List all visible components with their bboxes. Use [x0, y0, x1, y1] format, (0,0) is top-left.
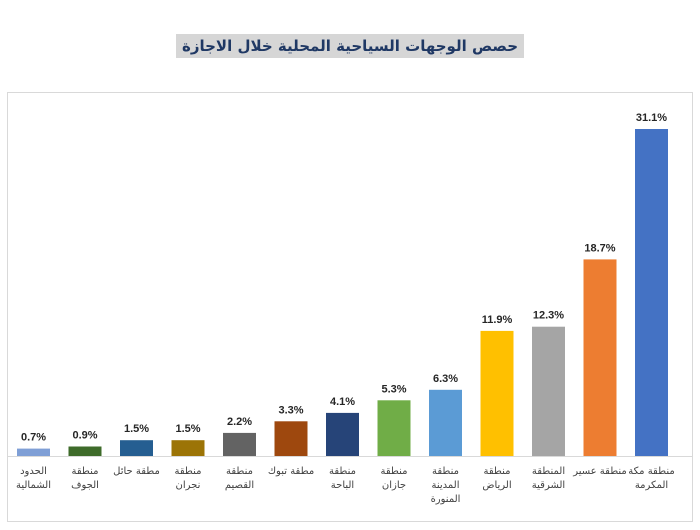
data-label: 31.1%	[636, 112, 667, 124]
category-label: الحدود الشمالية	[16, 466, 51, 491]
category-label: منطقة المدينة المنورة	[431, 466, 461, 505]
plot-area	[7, 92, 693, 522]
category-label-line: مطقة تبوك	[268, 466, 314, 477]
bar	[532, 326, 565, 456]
bar	[480, 330, 514, 456]
data-label: 4.1%	[330, 396, 355, 408]
data-label: 1.5%	[124, 423, 149, 435]
bar	[274, 421, 308, 456]
category-label-line: المنطقة	[532, 466, 565, 477]
category-label: مطقة تبوك	[268, 466, 314, 477]
bar	[68, 446, 102, 456]
category-label-line: الشرقية	[532, 480, 565, 491]
category-label: منطقة مكة المكرمة	[628, 466, 674, 491]
category-label-line: الرياض	[482, 480, 511, 491]
bar	[635, 129, 668, 456]
category-label-line: منطقة	[72, 466, 99, 477]
category-label: منطقة نجران	[175, 466, 202, 491]
category-label-line: منطقة	[381, 466, 408, 477]
data-label: 11.9%	[482, 314, 513, 326]
category-label: منطقة عسير	[572, 466, 627, 477]
category-label-line: الجوف	[71, 480, 99, 491]
data-label: 0.7%	[21, 432, 46, 444]
category-label-line: مطقة حائل	[113, 466, 160, 477]
data-label: 1.5%	[175, 423, 200, 435]
category-label-line: جازان	[382, 480, 406, 491]
chart-title: حصص الوجهات السياحية المحلية خلال الاجاز…	[175, 34, 525, 58]
data-label: 12.3%	[533, 310, 564, 322]
bar	[583, 259, 617, 456]
category-label-line: نجران	[176, 480, 201, 491]
category-label: منطقة جازان	[381, 466, 408, 491]
category-label-line: المنورة	[431, 494, 461, 505]
bar	[326, 412, 359, 456]
category-label: منطقة الجوف	[71, 466, 99, 491]
category-label-line: المكرمة	[635, 480, 668, 491]
category-label: منطقة الرياض	[482, 466, 511, 491]
category-label: منطقة الباحة	[329, 466, 356, 491]
data-label: 0.9%	[72, 430, 97, 442]
bar	[377, 400, 411, 456]
title-wrap: حصص الوجهات السياحية المحلية خلال الاجاز…	[0, 34, 700, 58]
category-label-line: منطقة	[226, 466, 253, 477]
data-label: 18.7%	[584, 242, 615, 254]
category-label-line: منطقة مكة	[628, 466, 674, 477]
data-label: 3.3%	[278, 404, 303, 416]
data-label: 5.3%	[381, 383, 406, 395]
bar	[429, 389, 462, 456]
category-label-line: منطقة عسير	[572, 466, 627, 477]
category-label-line: القصيم	[225, 480, 254, 491]
data-label: 2.2%	[227, 416, 252, 428]
category-label-line: منطقة	[329, 466, 356, 477]
category-label-line: الحدود	[20, 466, 47, 477]
category-label-line: منطقة	[175, 466, 202, 477]
category-label-line: منطقة	[432, 466, 459, 477]
category-label-line: منطقة	[484, 466, 511, 477]
data-label: 6.3%	[433, 373, 458, 385]
bar	[120, 440, 153, 456]
bar	[17, 448, 50, 456]
category-label: المنطقة الشرقية	[532, 466, 565, 491]
bar	[171, 440, 205, 456]
category-label-line: المدينة	[431, 480, 459, 491]
category-label-line: الشمالية	[16, 480, 51, 491]
category-label: منطقة القصيم	[225, 466, 254, 491]
category-label: مطقة حائل	[113, 466, 160, 477]
category-label-line: الباحة	[331, 480, 354, 491]
bar	[223, 432, 256, 456]
